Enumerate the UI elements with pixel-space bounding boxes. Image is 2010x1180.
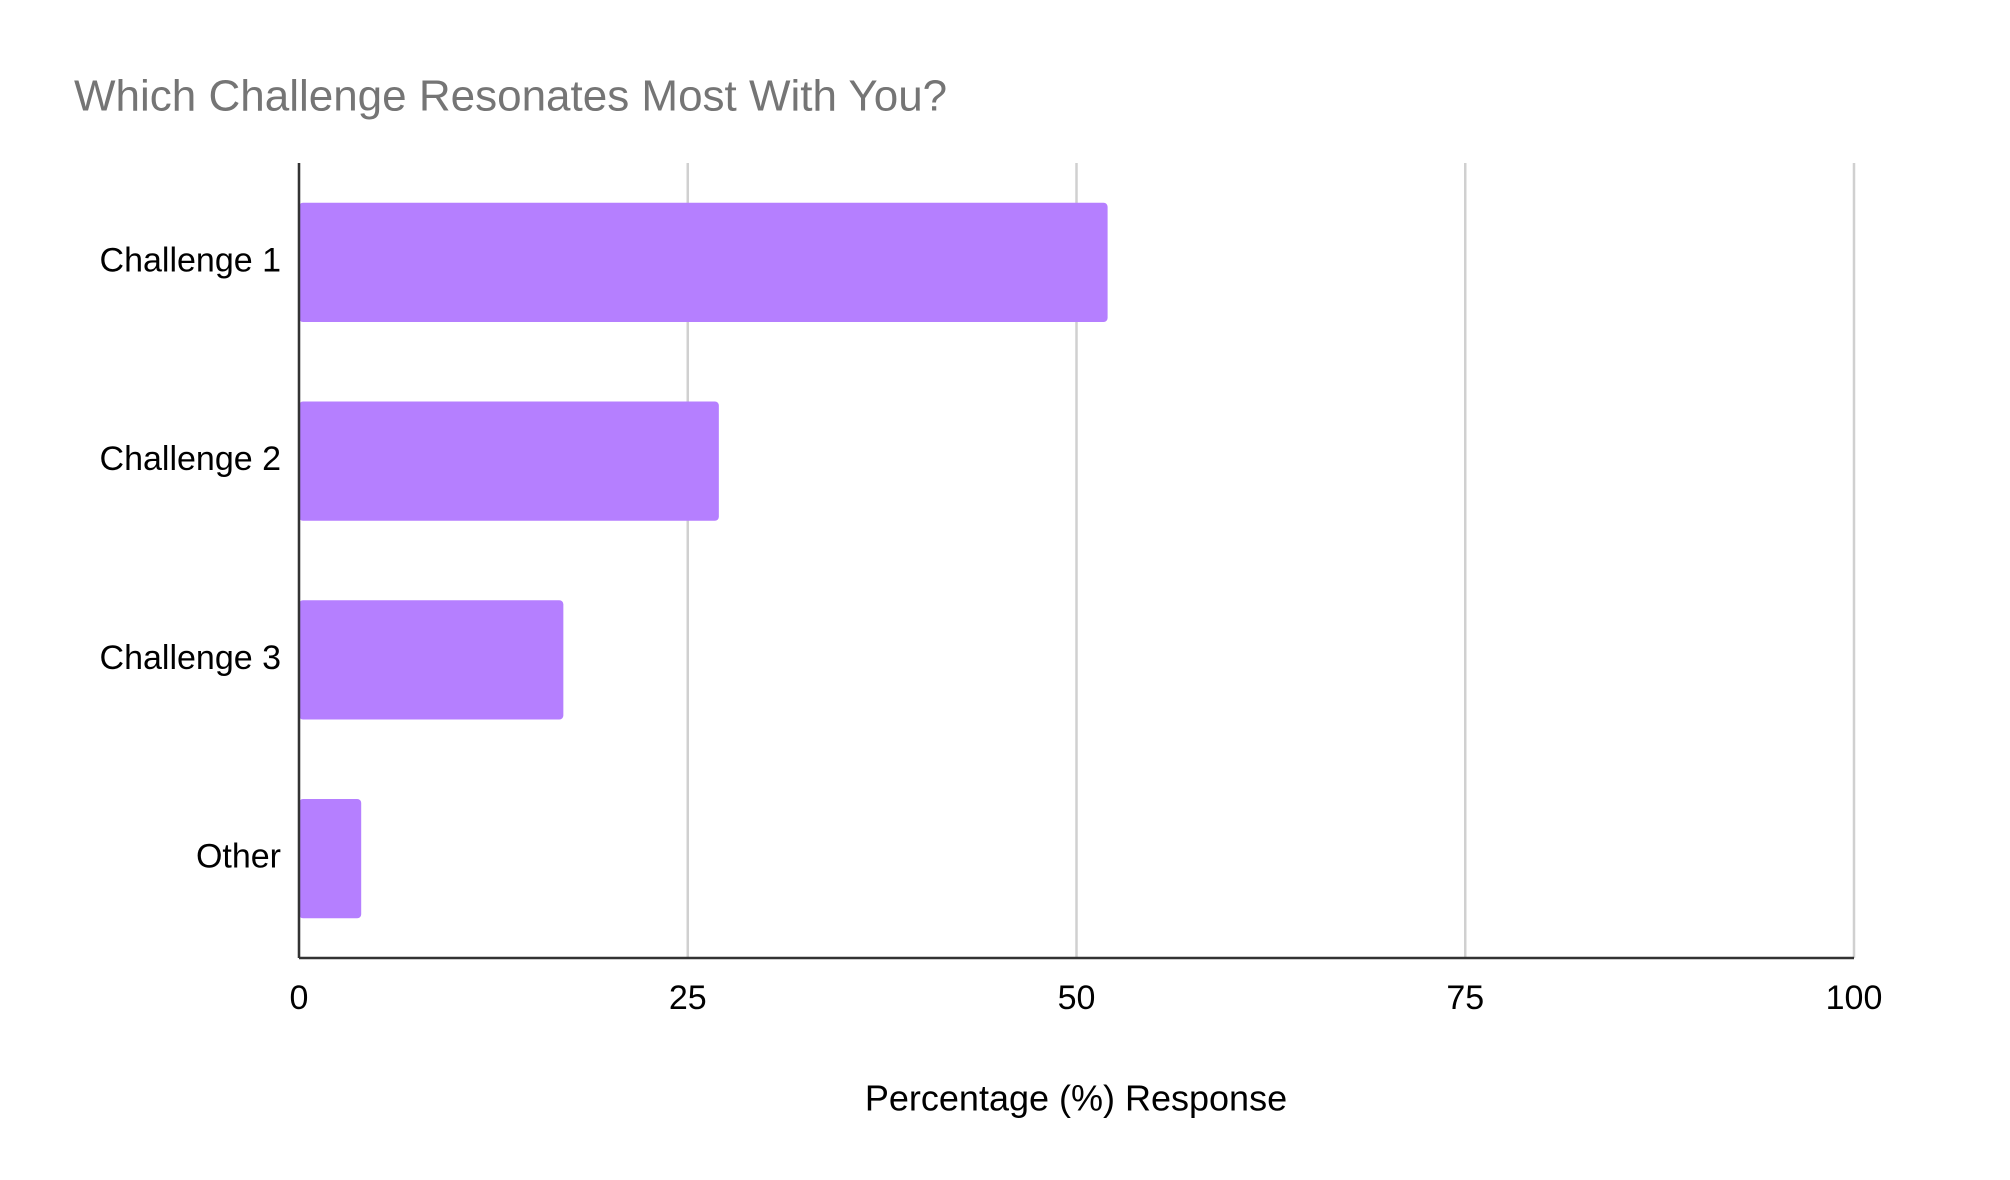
bar [299, 799, 362, 919]
x-tick-label: 50 [1058, 979, 1096, 1017]
bar [299, 401, 719, 521]
y-tick-label: Other [196, 838, 281, 876]
chart-title: Which Challenge Resonates Most With You? [74, 72, 947, 121]
x-axis-label: Percentage (%) Response [865, 1078, 1287, 1119]
x-tick-label: 75 [1446, 979, 1484, 1017]
x-tick-label: 100 [1826, 979, 1883, 1017]
y-tick-label: Challenge 3 [100, 639, 281, 677]
y-tick-label: Challenge 2 [100, 440, 281, 478]
bar [299, 202, 1108, 322]
y-tick-label: Challenge 1 [100, 241, 281, 279]
x-tick-label: 25 [669, 979, 707, 1017]
x-tick-label: 0 [290, 979, 309, 1017]
bar [299, 600, 564, 720]
